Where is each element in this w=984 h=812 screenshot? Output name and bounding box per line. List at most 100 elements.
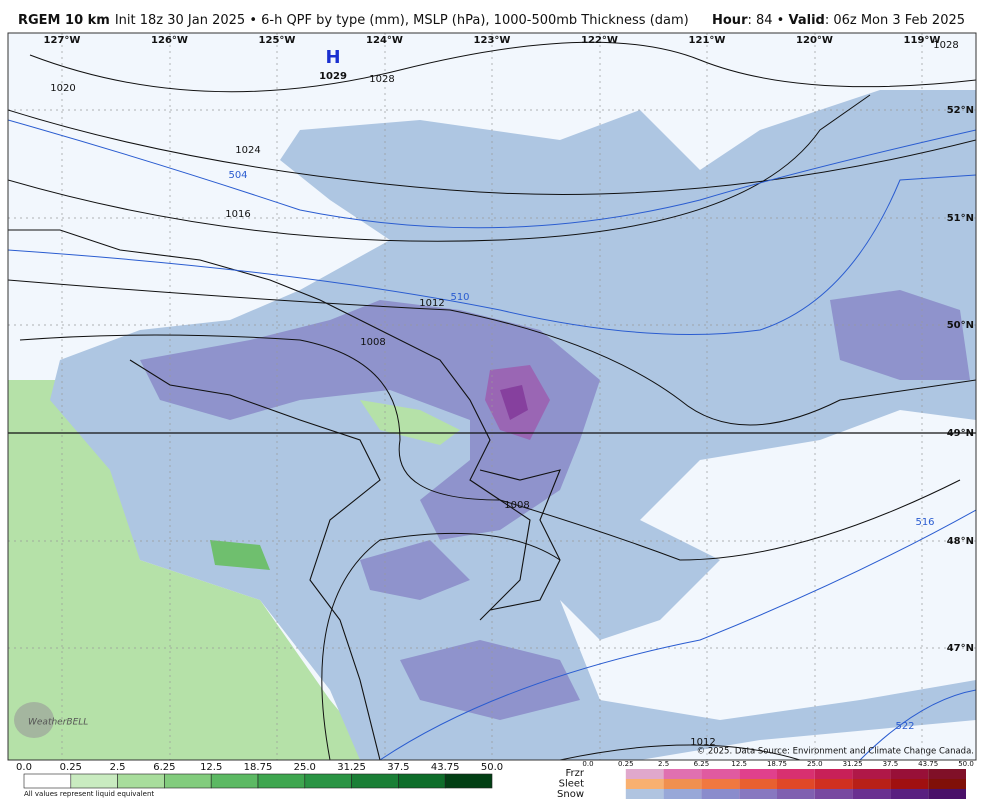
legend-swatch bbox=[398, 773, 446, 789]
legend-swatch bbox=[890, 779, 929, 789]
valid-value: : 06z Mon 3 Feb 2025 bbox=[825, 13, 965, 28]
type-label: Snow bbox=[557, 789, 584, 800]
isobar bbox=[19, 334, 961, 561]
legend-swatch bbox=[625, 789, 664, 799]
legend-swatch bbox=[928, 769, 966, 779]
isobar-label: 1012 bbox=[419, 298, 444, 309]
isobar-label: 1028 bbox=[369, 74, 394, 85]
legend-value: 0.25 bbox=[60, 762, 82, 773]
legend-swatch bbox=[625, 779, 664, 789]
coastlines bbox=[8, 229, 561, 760]
coastline bbox=[129, 359, 381, 760]
legend-value: 2.5 bbox=[658, 760, 669, 768]
thickness-label: 516 bbox=[915, 517, 934, 528]
coastline bbox=[479, 469, 561, 611]
legend-value: 50.0 bbox=[958, 760, 974, 768]
isobar bbox=[8, 109, 976, 195]
legend-swatch bbox=[164, 773, 212, 789]
legend-swatch bbox=[928, 779, 966, 789]
legend-swatch bbox=[701, 779, 740, 789]
map-frame bbox=[7, 32, 977, 761]
thickness-label: 504 bbox=[228, 170, 247, 181]
legend-swatch bbox=[210, 773, 259, 789]
legend-value: 12.5 bbox=[731, 760, 747, 768]
legend-swatch bbox=[814, 789, 853, 799]
hour-label: Hour bbox=[712, 13, 748, 28]
lon-label: 121°W bbox=[689, 35, 726, 46]
legend-swatch bbox=[257, 773, 306, 789]
lon-label: 122°W bbox=[581, 35, 618, 46]
legend-value: 43.75 bbox=[431, 762, 460, 773]
thickness-line bbox=[8, 174, 976, 335]
legend-value: 6.25 bbox=[694, 760, 710, 768]
legend-value: 0.0 bbox=[16, 762, 32, 773]
isobar bbox=[29, 41, 976, 93]
legend-value: 37.5 bbox=[883, 760, 899, 768]
valid-label: Valid bbox=[788, 13, 824, 28]
legend-swatch bbox=[777, 779, 815, 789]
thickness-lines bbox=[8, 119, 976, 760]
lat-labels: 52°N 51°N 50°N 49°N 48°N 47°N bbox=[947, 105, 974, 654]
legend-swatch bbox=[70, 773, 118, 789]
legend-swatch bbox=[852, 789, 891, 799]
description: Init 18z 30 Jan 2025 • 6-h QPF by type (… bbox=[115, 13, 689, 28]
lat-label: 50°N bbox=[947, 320, 974, 331]
legend-value: 25.0 bbox=[807, 760, 823, 768]
legend-swatch bbox=[739, 769, 777, 779]
isobar-label: 1020 bbox=[50, 83, 75, 94]
legend-value: 37.5 bbox=[387, 762, 409, 773]
legend-value: 0.25 bbox=[618, 760, 634, 768]
high-symbol: H bbox=[325, 47, 340, 68]
thickness-line bbox=[379, 509, 976, 760]
high-pressure: 1029 bbox=[319, 71, 347, 82]
lon-label: 123°W bbox=[474, 35, 511, 46]
snow-heaviest bbox=[500, 385, 528, 420]
legend-swatch bbox=[117, 773, 165, 789]
legend-swatch bbox=[625, 769, 664, 779]
credit: © 2025. Data Source: Environment and Cli… bbox=[697, 747, 974, 757]
legend-swatch bbox=[663, 779, 702, 789]
legend-swatch bbox=[852, 779, 891, 789]
snow-moderate bbox=[140, 300, 600, 540]
legend-value: 31.25 bbox=[843, 760, 863, 768]
isobar-label: 1008 bbox=[360, 337, 385, 348]
valid-time: Hour: 84 • Valid: 06z Mon 3 Feb 2025 bbox=[712, 13, 965, 28]
legend-swatch bbox=[890, 769, 929, 779]
legend-value: 25.0 bbox=[294, 762, 316, 773]
legend-value: 18.75 bbox=[767, 760, 787, 768]
legend-swatch bbox=[701, 789, 740, 799]
lat-label: 52°N bbox=[947, 105, 974, 116]
legend-swatch bbox=[777, 789, 815, 799]
isobar-label: 1012 bbox=[690, 737, 715, 748]
lon-labels: 127°W 126°W 125°W 124°W 123°W 122°W 121°W 120°W… bbox=[44, 35, 941, 46]
lat-label: 51°N bbox=[947, 213, 974, 224]
logo: WeatherBELL bbox=[28, 718, 88, 728]
legend-swatch bbox=[663, 789, 702, 799]
legend-value: 18.75 bbox=[244, 762, 273, 773]
isobar bbox=[8, 279, 976, 426]
legend-value: 0.0 bbox=[582, 760, 593, 768]
lon-label: 124°W bbox=[366, 35, 403, 46]
logo-globe bbox=[14, 702, 54, 738]
thickness-label: 510 bbox=[450, 292, 469, 303]
lat-label: 47°N bbox=[947, 643, 974, 654]
legend-value: 43.75 bbox=[918, 760, 938, 768]
lon-label: 126°W bbox=[151, 35, 188, 46]
type-label: Frzr bbox=[566, 768, 585, 779]
lon-label: 119°W bbox=[904, 35, 941, 46]
legend-value: 2.5 bbox=[110, 762, 126, 773]
thickness-line bbox=[8, 119, 976, 229]
legend-swatch bbox=[890, 789, 929, 799]
legend-value: 50.0 bbox=[481, 762, 503, 773]
model-name: RGEM 10 km bbox=[18, 13, 110, 28]
isobar bbox=[559, 744, 801, 760]
hour-value: : 84 • bbox=[747, 13, 788, 28]
legend-value: 6.25 bbox=[153, 762, 175, 773]
legend-swatch bbox=[663, 769, 702, 779]
legend-swatch bbox=[814, 769, 853, 779]
legend-swatch bbox=[304, 773, 352, 789]
lat-label: 49°N bbox=[947, 428, 974, 439]
coastline bbox=[8, 229, 531, 621]
